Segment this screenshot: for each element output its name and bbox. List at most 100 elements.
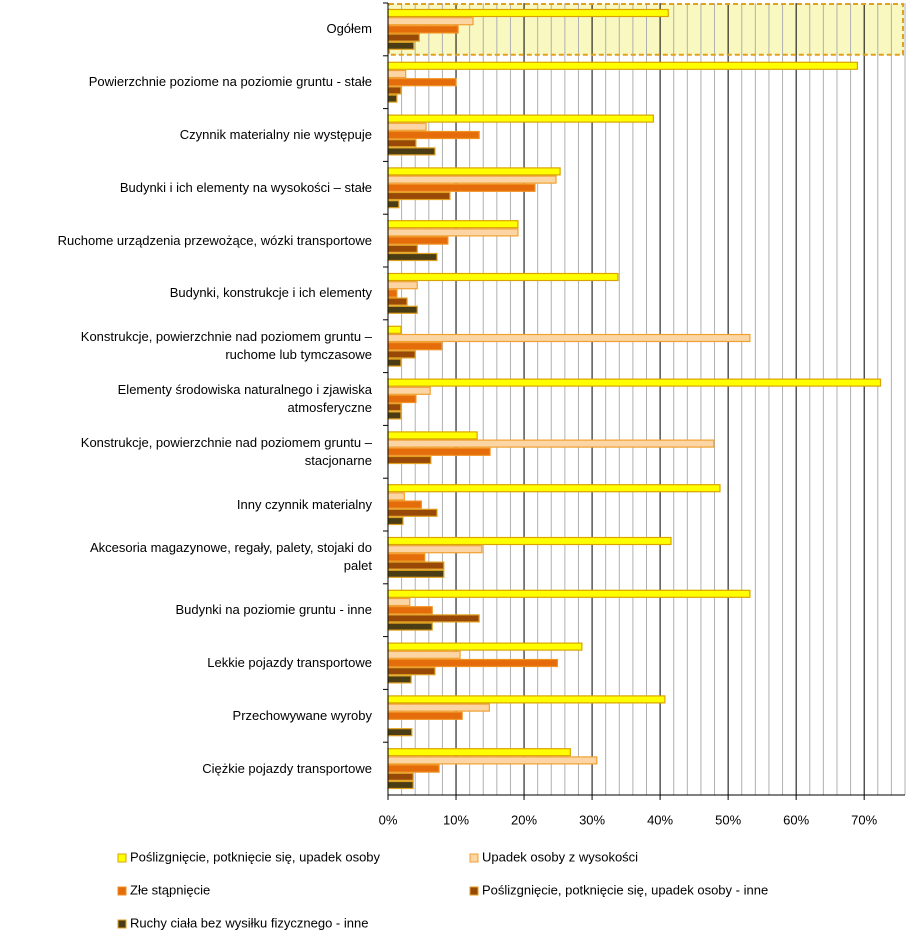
bar — [387, 17, 474, 26]
bar — [387, 658, 558, 668]
bar — [387, 130, 480, 140]
bar — [387, 139, 417, 148]
bar — [387, 703, 490, 712]
bar — [387, 94, 398, 103]
x-tick-label: 30% — [579, 812, 605, 827]
bar — [387, 325, 402, 334]
bar — [387, 86, 402, 95]
bar — [387, 386, 431, 395]
bar — [387, 439, 715, 448]
bar — [387, 200, 400, 209]
bar — [387, 650, 461, 659]
bar — [387, 69, 407, 79]
bar — [387, 508, 438, 517]
bar — [387, 220, 519, 229]
category-label: Elementy środowiska naturalnego i zjawis… — [117, 382, 372, 415]
x-tick-label: 70% — [851, 812, 877, 827]
category-label: Lekkie pojazdy transportowe — [207, 655, 372, 670]
bar — [387, 78, 457, 87]
bar — [387, 25, 459, 34]
bar — [387, 114, 654, 123]
category-label: Budynki i ich elementy na wysokości – st… — [119, 179, 372, 195]
bar — [387, 305, 418, 314]
category-label: Konstrukcje, powierzchnie nad poziomem g… — [80, 329, 372, 363]
category-label: Przechowywane wyroby — [232, 707, 372, 723]
bar — [387, 191, 451, 201]
legend-swatch — [469, 853, 479, 863]
bar — [387, 228, 519, 237]
legend-label: Poślizgnięcie, potknięcie się, upadek os… — [130, 849, 381, 864]
bar — [387, 411, 402, 420]
legend-label: Złe stąpnięcie — [130, 882, 210, 897]
bar — [387, 675, 412, 684]
bar — [387, 569, 445, 578]
bar — [387, 500, 422, 509]
bar — [387, 614, 480, 623]
bar — [387, 455, 432, 465]
bar — [387, 378, 882, 387]
bar — [387, 394, 417, 404]
category-label: Konstrukcje, powierzchnie nad poziomem g… — [80, 434, 372, 468]
bar — [387, 748, 571, 757]
bar — [387, 756, 598, 765]
bar — [387, 8, 669, 18]
legend-swatch — [469, 886, 479, 896]
bar — [387, 167, 561, 176]
legend-swatch — [117, 853, 127, 863]
bar — [387, 667, 436, 676]
bar — [387, 695, 666, 704]
bar — [387, 772, 414, 781]
bar — [387, 147, 436, 156]
bar — [387, 244, 418, 253]
bar — [387, 447, 491, 456]
bar — [387, 516, 404, 526]
bar — [387, 780, 414, 790]
x-tick-label: 50% — [715, 812, 741, 827]
x-tick-label: 20% — [511, 812, 537, 827]
bar — [387, 252, 438, 262]
bar — [387, 431, 478, 440]
bar — [387, 289, 398, 298]
x-tick-label: 40% — [647, 812, 673, 827]
bar — [387, 606, 433, 615]
bar — [387, 561, 445, 570]
bar — [387, 41, 415, 50]
bar — [387, 545, 483, 554]
category-label: Ruchome urządzenia przewożące, wózki tra… — [57, 232, 372, 248]
bar — [387, 236, 449, 245]
category-label: Akcesoria magazynowe, regały, palety, st… — [89, 540, 372, 574]
bar — [387, 281, 418, 290]
bar — [387, 333, 751, 343]
bar — [387, 122, 427, 131]
bar — [387, 175, 557, 184]
bar — [387, 358, 402, 367]
legend-swatch — [117, 886, 127, 896]
bar — [387, 711, 463, 720]
bar — [387, 61, 858, 70]
bar — [387, 33, 420, 42]
category-label: Ogółem — [326, 21, 372, 37]
category-label: Ciężkie pojazdy transportowe — [202, 760, 372, 776]
bar — [387, 597, 411, 607]
bar — [387, 492, 405, 501]
category-label: Budynki na poziomie gruntu - inne — [175, 602, 372, 618]
legend-label: Ruchy ciała bez wysiłku fizycznego - inn… — [130, 915, 368, 930]
legend-label: Poślizgnięcie, potknięcie się, upadek os… — [482, 882, 768, 897]
bar — [387, 728, 413, 737]
legend-swatch — [117, 919, 127, 929]
bar — [387, 536, 672, 546]
bar — [387, 589, 751, 598]
bar — [387, 350, 416, 359]
bar — [387, 272, 619, 282]
x-tick-label: 10% — [443, 812, 469, 827]
category-label: Budynki, konstrukcje i ich elementy — [169, 285, 372, 301]
x-tick-label: 0% — [379, 812, 398, 827]
bar — [387, 622, 433, 631]
bar — [387, 403, 402, 412]
category-label: Czynnik materialny nie występuje — [179, 127, 372, 142]
bar — [387, 484, 721, 493]
category-label: Powierzchnie poziome na poziomie gruntu … — [88, 74, 372, 90]
bar — [387, 297, 408, 306]
